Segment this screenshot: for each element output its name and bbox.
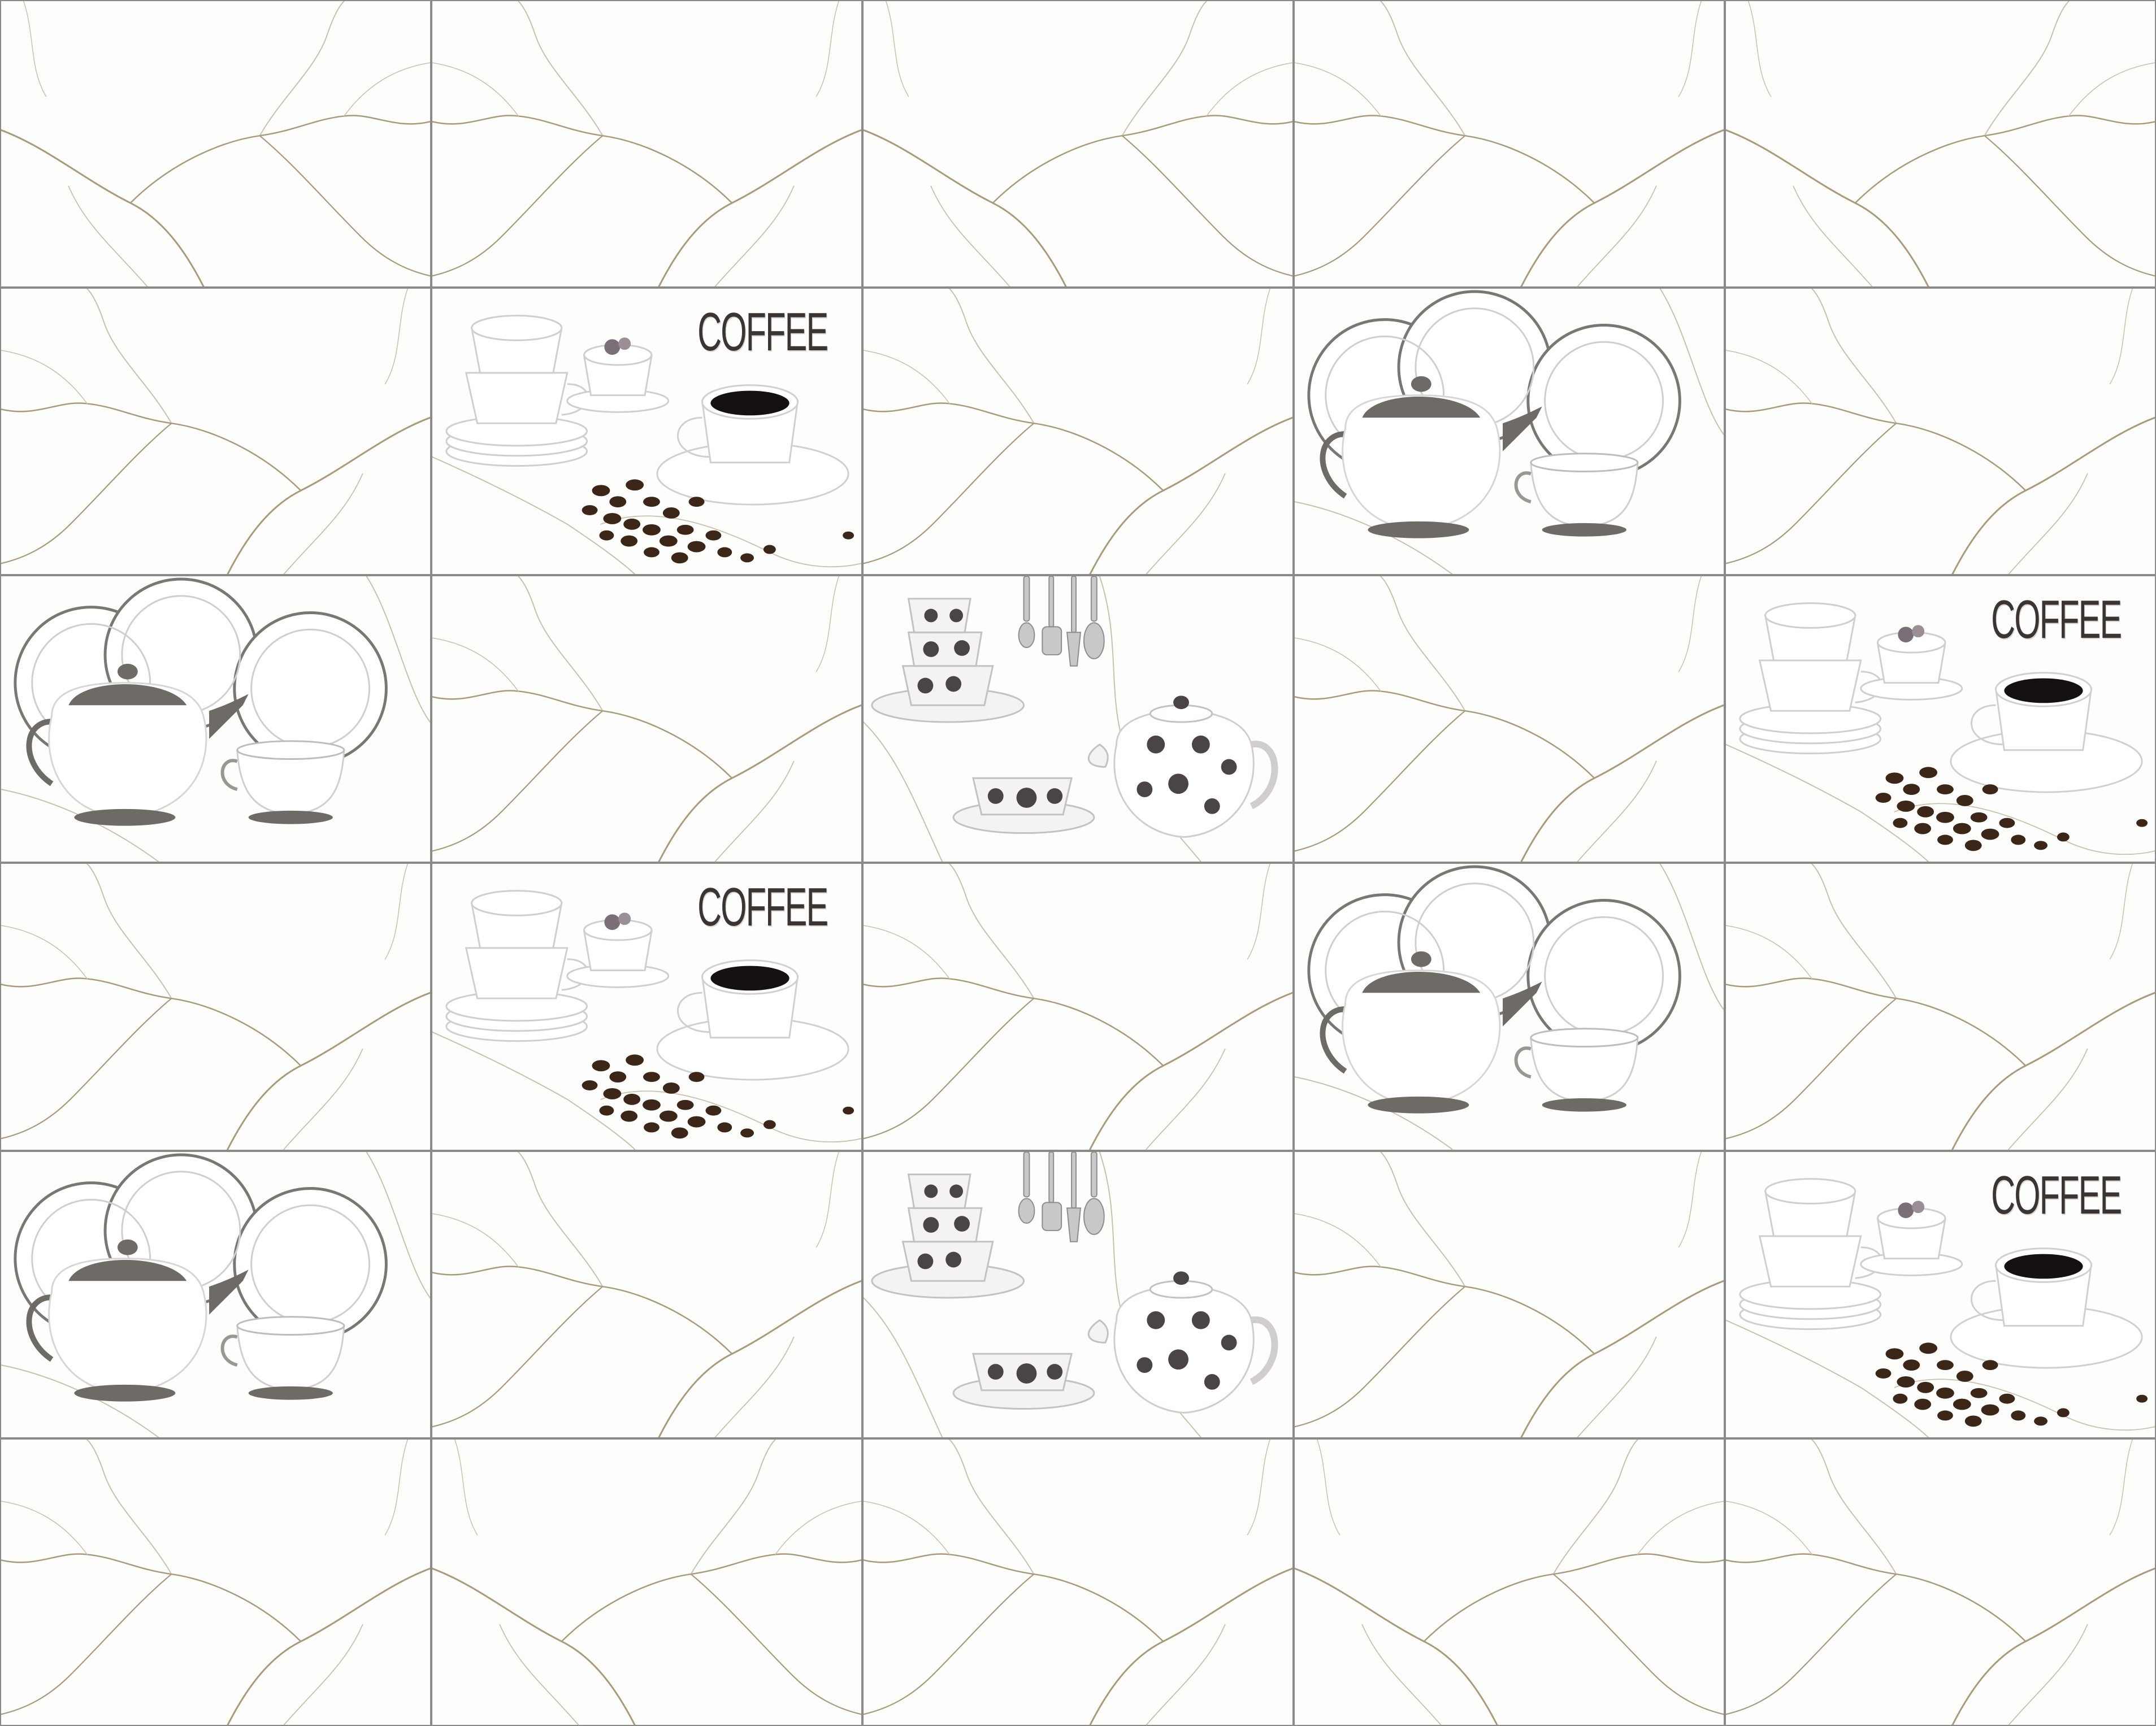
teapot-decor-tile: [0, 575, 431, 863]
coffee-label: COFFEE: [697, 302, 828, 363]
marble-tile: [1725, 1438, 2156, 1726]
cutlery-decor-tile: [862, 1150, 1294, 1438]
coffee-decor-tile: COFFEE: [1725, 575, 2156, 863]
coffee-decor-tile: COFFEE: [1725, 1150, 2156, 1438]
marble-tile: [1725, 863, 2156, 1151]
coffee-label: COFFEE: [1990, 589, 2122, 650]
marble-tile: [862, 0, 1294, 288]
teapot-decor-tile: [1294, 288, 1725, 576]
marble-tile: [862, 863, 1294, 1151]
marble-tile: [0, 0, 431, 288]
marble-tile: [0, 1438, 431, 1726]
coffee-label: COFFEE: [1990, 1164, 2122, 1225]
coffee-label: COFFEE: [697, 877, 828, 938]
marble-tile: [0, 863, 431, 1151]
marble-tile: [431, 1150, 862, 1438]
marble-tile: [1725, 288, 2156, 576]
marble-tile: [431, 0, 862, 288]
marble-tile: [1725, 0, 2156, 288]
teapot-decor-tile: [1294, 863, 1725, 1151]
coffee-decor-tile: COFFEE: [431, 288, 862, 576]
marble-tile: [431, 575, 862, 863]
marble-tile: [0, 288, 431, 576]
marble-tile: [1294, 1150, 1725, 1438]
marble-tile: [1294, 1438, 1725, 1726]
marble-tile: [862, 288, 1294, 576]
marble-tile: [431, 1438, 862, 1726]
coffee-decor-tile: COFFEE: [431, 863, 862, 1151]
cutlery-decor-tile: [862, 575, 1294, 863]
teapot-decor-tile: [0, 1150, 431, 1438]
marble-tile: [862, 1438, 1294, 1726]
marble-tile: [1294, 0, 1725, 288]
marble-tile: [1294, 575, 1725, 863]
